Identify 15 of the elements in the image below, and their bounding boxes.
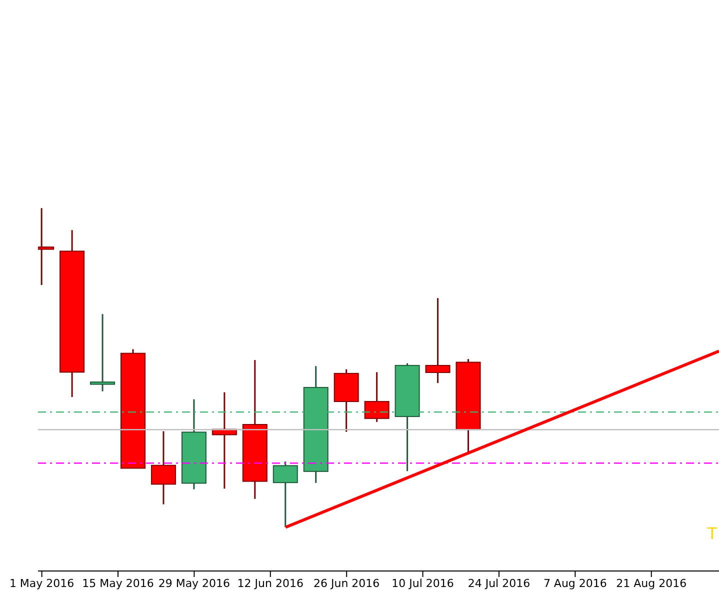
x-tick-label: 10 Jul 2016 bbox=[392, 576, 454, 590]
x-tick-label: 7 Aug 2016 bbox=[543, 576, 607, 590]
x-tick-label: 24 Jul 2016 bbox=[468, 576, 530, 590]
candlestick bbox=[364, 371, 390, 423]
x-tick-label: 26 Jun 2016 bbox=[314, 576, 380, 590]
candlestick bbox=[150, 430, 176, 506]
candlestick bbox=[425, 297, 450, 384]
x-tick-label: 21 Aug 2016 bbox=[616, 576, 687, 590]
x-tick-label: 15 May 2016 bbox=[82, 576, 154, 590]
x-tick-label: 1 May 2016 bbox=[9, 576, 74, 590]
candlestick bbox=[90, 313, 116, 392]
candlestick bbox=[272, 460, 298, 528]
annotation: T bbox=[707, 524, 717, 543]
x-tick-label: 29 May 2016 bbox=[158, 576, 230, 590]
x-tick-label: 12 Jun 2016 bbox=[237, 576, 304, 590]
